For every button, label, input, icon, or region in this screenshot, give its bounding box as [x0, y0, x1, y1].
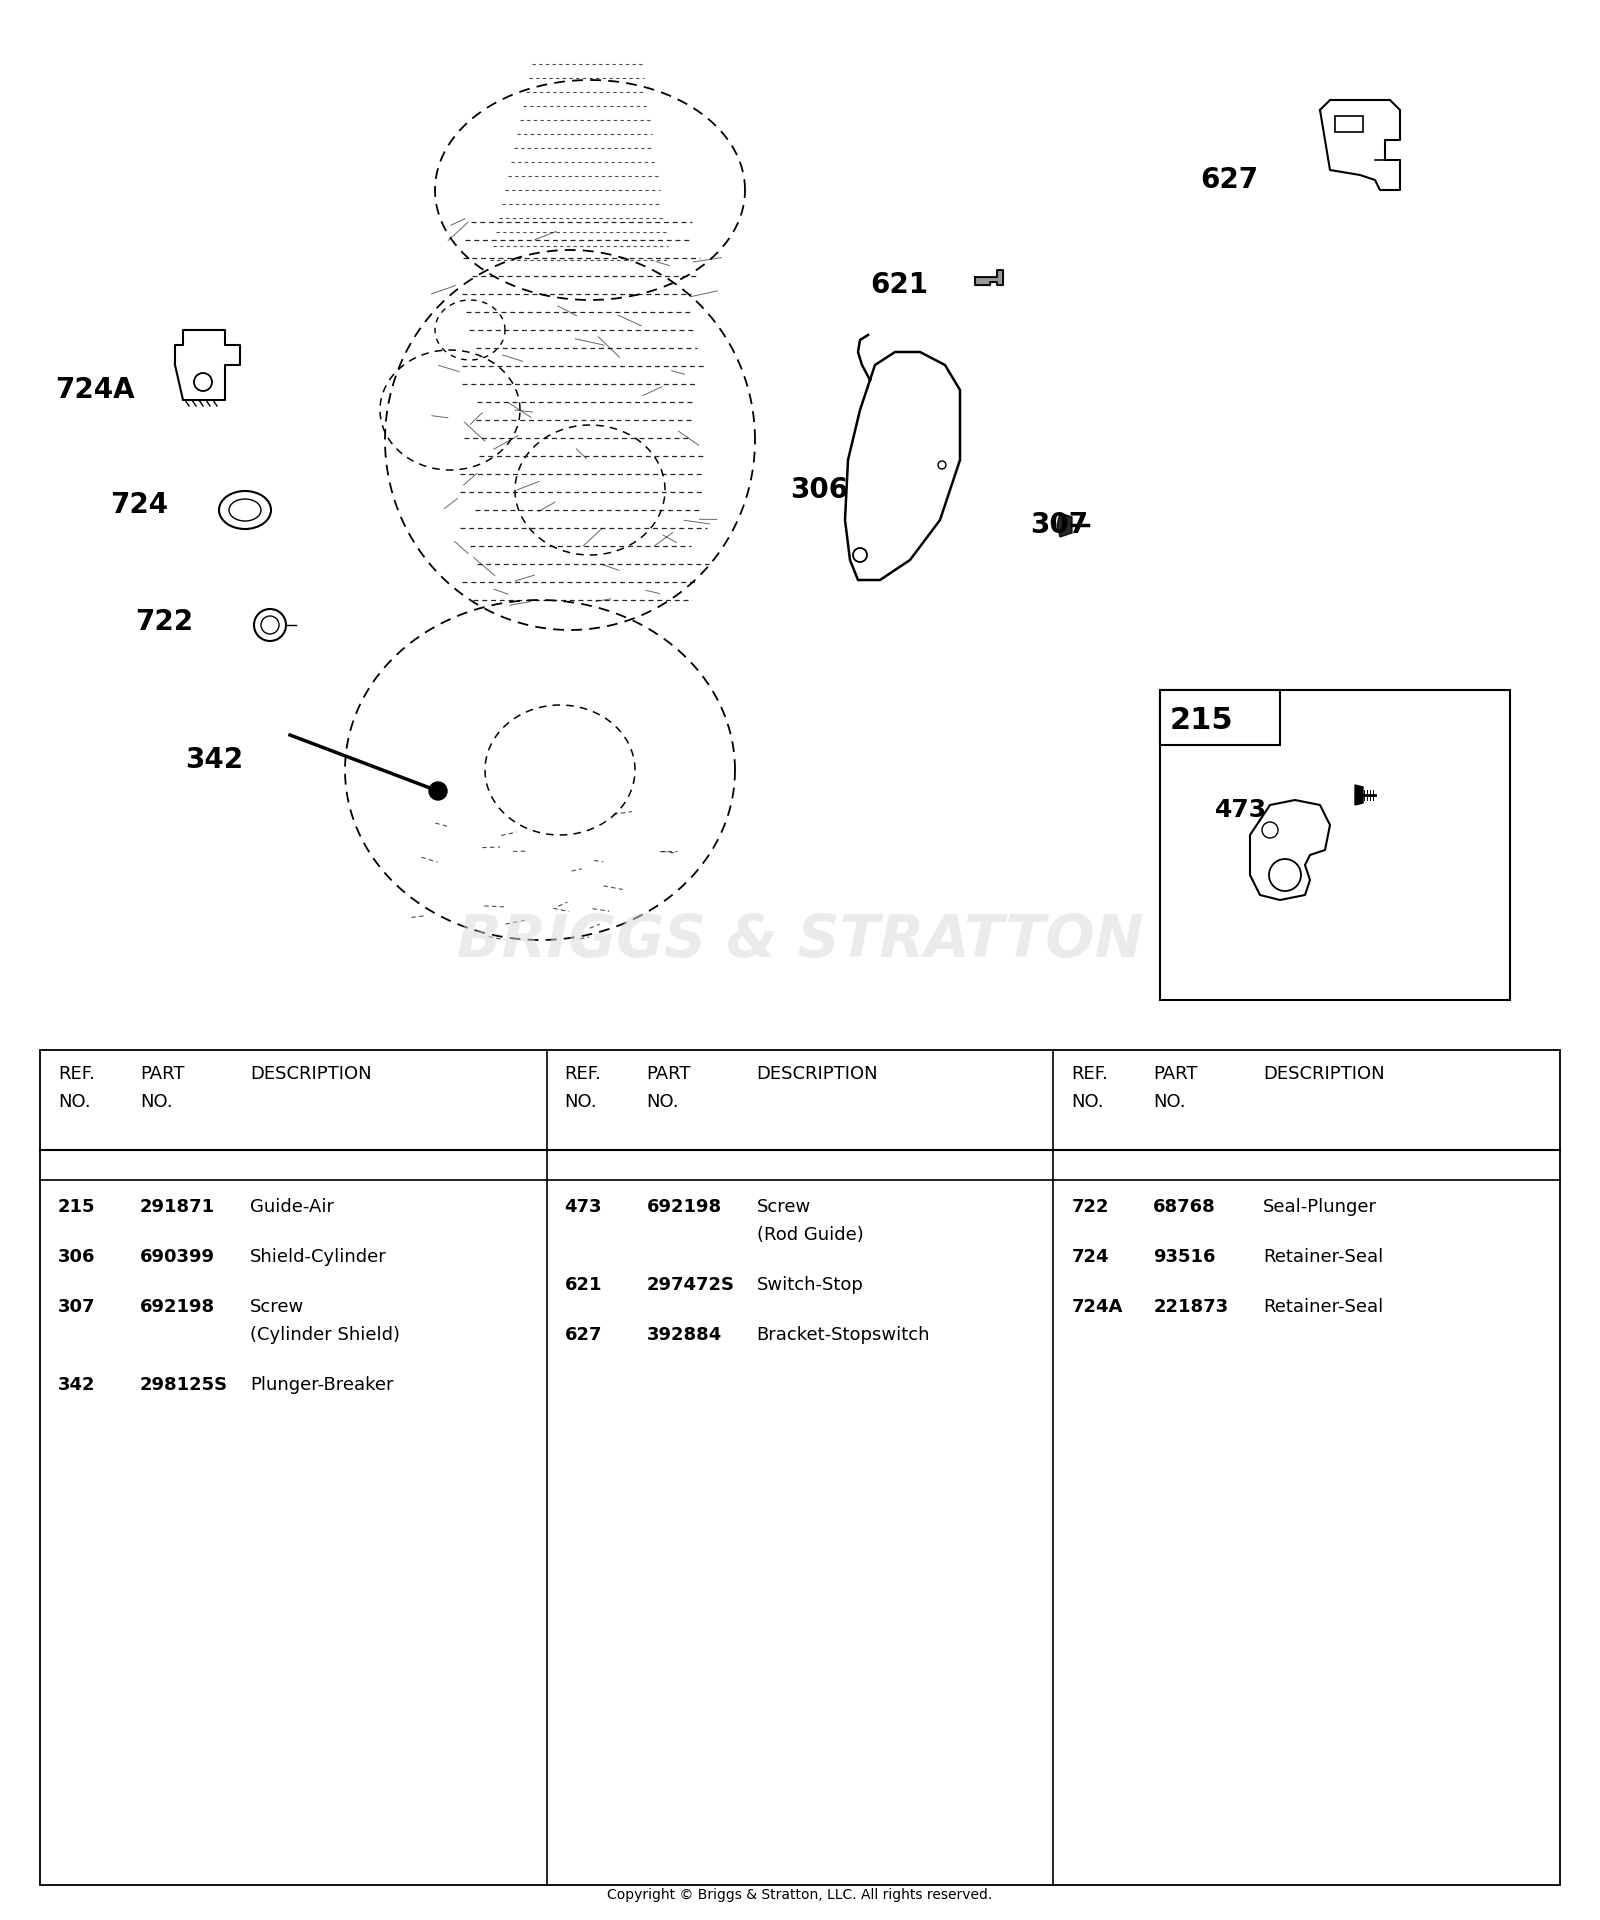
Text: DESCRIPTION: DESCRIPTION	[757, 1066, 878, 1083]
Text: Shield-Cylinder: Shield-Cylinder	[250, 1248, 387, 1265]
Text: Plunger-Breaker: Plunger-Breaker	[250, 1377, 394, 1394]
Text: REF.: REF.	[1072, 1066, 1109, 1083]
Text: 473: 473	[1214, 799, 1267, 822]
Text: (Cylinder Shield): (Cylinder Shield)	[250, 1327, 400, 1344]
Text: NO.: NO.	[1072, 1092, 1104, 1112]
Text: REF.: REF.	[58, 1066, 94, 1083]
Text: Retainer-Seal: Retainer-Seal	[1264, 1248, 1384, 1265]
Text: 342: 342	[186, 747, 243, 774]
Text: BRIGGS & STRATTON: BRIGGS & STRATTON	[456, 912, 1144, 968]
Text: Switch-Stop: Switch-Stop	[757, 1277, 864, 1294]
Text: 291871: 291871	[141, 1198, 214, 1215]
Text: 621: 621	[870, 271, 928, 300]
Text: 690399: 690399	[141, 1248, 214, 1265]
Text: Screw: Screw	[757, 1198, 811, 1215]
Text: 298125S: 298125S	[141, 1377, 229, 1394]
Text: NO.: NO.	[58, 1092, 91, 1112]
Text: DESCRIPTION: DESCRIPTION	[1264, 1066, 1386, 1083]
Text: 692198: 692198	[646, 1198, 722, 1215]
Polygon shape	[974, 271, 1003, 284]
Ellipse shape	[219, 492, 270, 530]
Text: 342: 342	[58, 1377, 96, 1394]
Text: 722: 722	[1072, 1198, 1109, 1215]
Ellipse shape	[229, 499, 261, 520]
Bar	[1334, 115, 1363, 132]
Bar	[1160, 689, 1510, 1000]
Text: 306: 306	[58, 1248, 96, 1265]
Text: Copyright © Briggs & Stratton, LLC. All rights reserved.: Copyright © Briggs & Stratton, LLC. All …	[608, 1887, 992, 1903]
Bar	[40, 1050, 1560, 1885]
Text: 307: 307	[58, 1298, 96, 1315]
Text: 724: 724	[110, 492, 168, 518]
Text: 221873: 221873	[1154, 1298, 1229, 1315]
Text: Seal-Plunger: Seal-Plunger	[1264, 1198, 1378, 1215]
Bar	[1160, 689, 1280, 745]
Text: Retainer-Seal: Retainer-Seal	[1264, 1298, 1384, 1315]
Text: Screw: Screw	[250, 1298, 304, 1315]
Text: DESCRIPTION: DESCRIPTION	[250, 1066, 371, 1083]
Polygon shape	[1058, 513, 1072, 538]
Text: 215: 215	[1170, 707, 1234, 735]
Text: 306: 306	[790, 476, 848, 503]
Text: (Rod Guide): (Rod Guide)	[757, 1227, 864, 1244]
Text: 621: 621	[565, 1277, 602, 1294]
Text: NO.: NO.	[141, 1092, 173, 1112]
Text: 724A: 724A	[54, 376, 134, 403]
Text: 627: 627	[565, 1327, 602, 1344]
Text: 307: 307	[1030, 511, 1088, 540]
Text: 392884: 392884	[646, 1327, 722, 1344]
Text: 93516: 93516	[1154, 1248, 1216, 1265]
Text: 692198: 692198	[141, 1298, 214, 1315]
Text: NO.: NO.	[646, 1092, 680, 1112]
Text: Guide-Air: Guide-Air	[250, 1198, 334, 1215]
Text: NO.: NO.	[565, 1092, 597, 1112]
Text: 724A: 724A	[1072, 1298, 1123, 1315]
Text: 473: 473	[565, 1198, 602, 1215]
Text: 297472S: 297472S	[646, 1277, 734, 1294]
Text: 627: 627	[1200, 165, 1258, 194]
Text: REF.: REF.	[565, 1066, 602, 1083]
Text: PART: PART	[141, 1066, 184, 1083]
Text: Bracket-Stopswitch: Bracket-Stopswitch	[757, 1327, 930, 1344]
Text: NO.: NO.	[1154, 1092, 1186, 1112]
Polygon shape	[1355, 785, 1363, 804]
Text: PART: PART	[646, 1066, 691, 1083]
Text: 215: 215	[58, 1198, 96, 1215]
Text: 68768: 68768	[1154, 1198, 1216, 1215]
Text: 724: 724	[1072, 1248, 1109, 1265]
Circle shape	[429, 781, 446, 801]
Text: 722: 722	[134, 609, 194, 636]
Text: PART: PART	[1154, 1066, 1198, 1083]
